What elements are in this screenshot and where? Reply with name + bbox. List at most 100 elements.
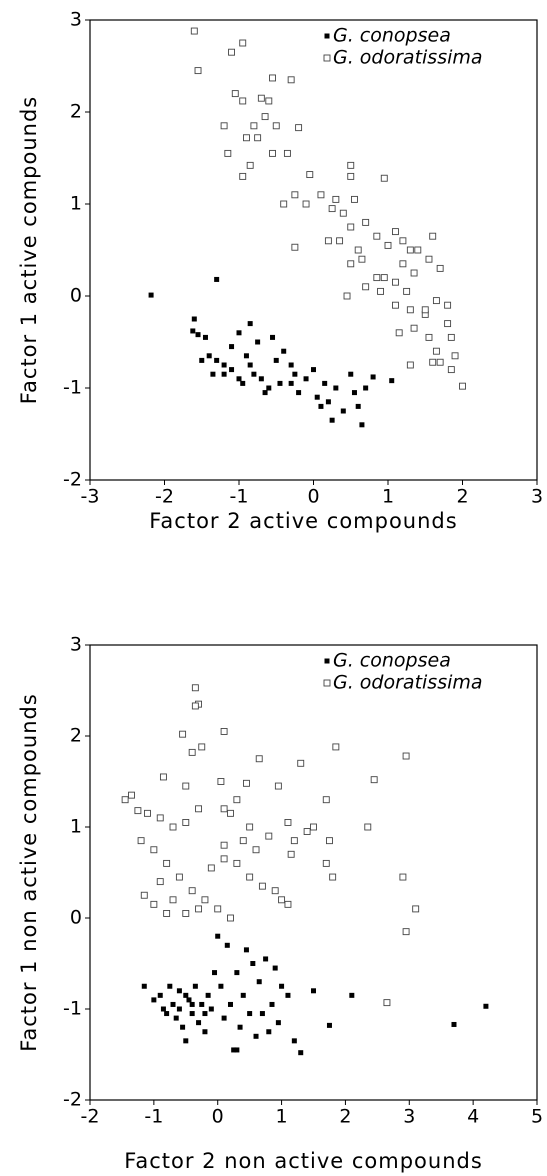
x-tick-label: 5: [531, 1106, 543, 1128]
point: [214, 276, 220, 282]
point: [242, 134, 250, 142]
point: [224, 149, 232, 157]
point: [269, 74, 276, 82]
y-tick-label: -2: [63, 1089, 82, 1111]
point: [322, 380, 328, 386]
point: [273, 357, 279, 363]
point: [258, 882, 266, 890]
point: [351, 195, 358, 203]
point: [275, 1020, 281, 1026]
point: [190, 328, 196, 334]
point: [288, 362, 294, 368]
point: [242, 779, 250, 787]
point: [436, 358, 444, 366]
point: [214, 357, 220, 363]
x-axis-title: Factor 2 non active compounds: [124, 1149, 483, 1173]
point: [324, 237, 332, 245]
point: [451, 352, 459, 360]
point: [247, 321, 253, 327]
point: [322, 859, 330, 867]
point: [392, 301, 399, 309]
point: [188, 748, 196, 756]
x-tick-label: 2: [456, 486, 468, 508]
point: [421, 306, 429, 314]
point: [399, 237, 407, 245]
point: [363, 385, 369, 391]
point: [295, 124, 303, 132]
point: [362, 218, 370, 226]
point: [189, 1001, 195, 1007]
point: [259, 1011, 265, 1017]
plot-frame: [89, 644, 538, 1101]
point: [402, 928, 410, 936]
point: [198, 743, 206, 751]
point: [228, 48, 236, 56]
point: [195, 805, 203, 813]
point: [444, 320, 452, 328]
y-axis-title: Factor 1 active compounds: [17, 96, 41, 404]
point: [169, 823, 177, 831]
point: [362, 283, 370, 291]
point: [402, 752, 410, 760]
point: [347, 223, 355, 231]
point: [218, 983, 224, 989]
point: [141, 983, 147, 989]
y-tick-label: 1: [70, 193, 82, 215]
point: [159, 773, 167, 781]
point: [182, 819, 190, 826]
point: [266, 385, 272, 391]
x-tick-label: 2: [339, 1106, 351, 1128]
point: [231, 90, 239, 98]
point: [348, 371, 354, 377]
point: [234, 970, 240, 976]
point: [246, 823, 254, 831]
x-tick-label: 4: [467, 1106, 479, 1128]
point: [227, 809, 234, 817]
point: [459, 382, 466, 390]
legend-marker: [324, 33, 330, 39]
point: [349, 992, 355, 998]
point: [160, 1006, 166, 1012]
point: [329, 873, 337, 881]
point: [254, 134, 262, 142]
point: [288, 380, 294, 386]
point: [284, 819, 292, 826]
point: [292, 371, 298, 377]
point: [354, 246, 362, 254]
point: [195, 332, 201, 338]
point: [272, 122, 280, 130]
point: [285, 992, 291, 998]
point: [347, 172, 355, 180]
point: [336, 237, 344, 245]
point: [121, 796, 129, 804]
legend-label: G. odoratissima: [333, 47, 483, 69]
plot-frame: [89, 19, 538, 481]
point: [236, 376, 242, 382]
point: [447, 366, 455, 374]
point: [202, 1029, 208, 1035]
point: [173, 1015, 179, 1021]
point: [355, 403, 361, 409]
point: [237, 1024, 243, 1030]
point: [410, 324, 418, 332]
y-tick-label: 1: [70, 816, 82, 838]
point: [339, 209, 347, 217]
point: [140, 891, 148, 899]
point: [332, 195, 340, 203]
point: [156, 814, 164, 822]
point: [347, 161, 355, 169]
point: [220, 855, 228, 863]
point: [251, 371, 257, 377]
point: [257, 94, 265, 102]
legend-label: G. odoratissima: [333, 672, 483, 694]
point: [266, 1029, 272, 1035]
point: [246, 161, 254, 169]
point: [270, 334, 276, 340]
point: [170, 1001, 176, 1007]
point: [250, 122, 258, 130]
point: [164, 1011, 170, 1017]
point: [206, 353, 212, 359]
x-tick-label: -1: [144, 1106, 163, 1128]
point: [234, 1047, 240, 1053]
point: [239, 172, 247, 180]
